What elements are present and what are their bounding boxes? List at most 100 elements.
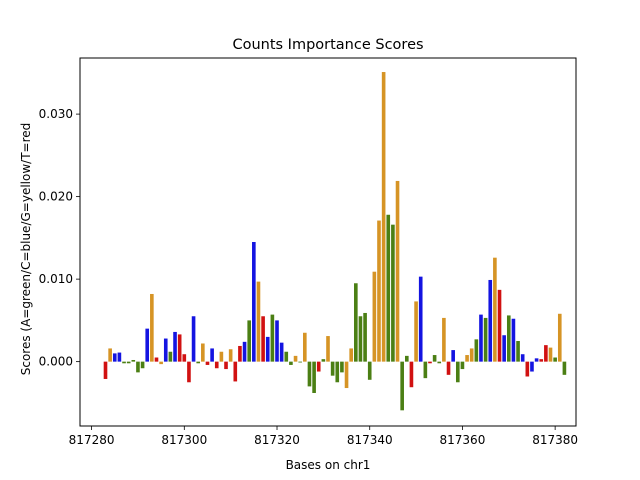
bar-817357: [446, 361, 451, 375]
bar-817306: [210, 348, 214, 362]
bar-817321: [279, 342, 284, 362]
bar-817325: [298, 361, 302, 363]
bar-817293: [150, 293, 154, 362]
bar-817299: [177, 334, 182, 362]
bar-817322: [284, 351, 289, 362]
bar-817297: [168, 351, 173, 362]
bar-817313: [242, 341, 247, 362]
bar-817376: [534, 358, 539, 362]
bar-817367: [493, 257, 497, 362]
bar-817371: [511, 318, 516, 362]
bar-817380: [553, 357, 557, 362]
bar-817338: [358, 316, 363, 362]
bar-817351: [418, 276, 423, 362]
bar-817381: [557, 313, 562, 362]
bar-817303: [196, 361, 201, 364]
bar-817339: [363, 312, 367, 362]
bar-817346: [395, 180, 400, 362]
bar-817361: [465, 355, 469, 362]
bar-817295: [159, 361, 163, 365]
bar-817319: [270, 314, 275, 362]
bar-817374: [525, 361, 530, 377]
bar-817364: [479, 314, 483, 362]
bar-817302: [191, 316, 196, 362]
bar-817291: [140, 361, 145, 369]
bar-817326: [303, 332, 307, 362]
bar-817332: [330, 361, 335, 376]
y-tick-label: 0.000: [39, 355, 73, 369]
bar-817298: [173, 331, 177, 362]
bar-817324: [293, 355, 298, 362]
bar-817308: [219, 351, 224, 362]
bar-817329: [316, 361, 321, 372]
bar-817347: [400, 361, 404, 411]
bar-817342: [377, 220, 381, 362]
bar-817379: [548, 347, 553, 362]
bar-817337: [354, 283, 358, 362]
bar-817323: [289, 361, 293, 365]
bar-817289: [131, 359, 136, 362]
bar-817359: [455, 361, 460, 383]
bar-817375: [530, 361, 534, 372]
bar-817300: [182, 354, 187, 362]
bar-817350: [414, 301, 418, 362]
bar-817365: [483, 317, 488, 362]
bar-817307: [214, 361, 219, 369]
x-tick-label: 817340: [347, 433, 393, 447]
bar-817356: [442, 317, 446, 362]
x-tick-label: 817280: [69, 433, 115, 447]
bar-817305: [205, 361, 210, 365]
bar-817366: [488, 279, 493, 362]
bar-817335: [344, 361, 349, 389]
bar-817317: [261, 316, 265, 362]
y-axis-ticks: 0.000 0.010 0.020 0.030: [39, 107, 80, 369]
bar-817382: [562, 361, 567, 375]
bar-817320: [275, 320, 279, 362]
bar-817355: [437, 361, 442, 364]
bar-817333: [335, 361, 340, 383]
bar-817301: [187, 361, 191, 383]
bar-817327: [307, 361, 312, 387]
bar-817352: [423, 361, 428, 379]
bar-817311: [233, 361, 238, 382]
y-tick-label: 0.010: [39, 272, 73, 286]
bar-817304: [201, 343, 205, 362]
bar-817369: [502, 335, 506, 362]
bar-817309: [224, 361, 228, 370]
bar-817358: [451, 350, 455, 362]
bar-817318: [265, 336, 270, 362]
bar-817360: [460, 361, 465, 370]
bar-817314: [247, 320, 252, 362]
bar-817378: [544, 345, 548, 362]
y-axis-label: Scores (A=green/C=blue/G=yellow/T=red: [19, 123, 33, 376]
bar-817363: [474, 339, 479, 362]
bar-817312: [238, 345, 242, 362]
bar-817373: [520, 354, 525, 362]
bar-817294: [154, 357, 159, 362]
bar-817368: [497, 289, 502, 362]
x-tick-label: 817320: [254, 433, 300, 447]
bar-817377: [539, 359, 544, 362]
bar-817354: [432, 355, 437, 362]
bar-817286: [117, 352, 122, 362]
bar-817330: [321, 359, 326, 362]
x-axis-label: Bases on chr1: [286, 458, 371, 472]
bar-817349: [409, 361, 414, 388]
plot-frame: [79, 57, 577, 427]
x-axis-ticks: 817280 817300 817320 817340 817360 817380: [69, 426, 578, 447]
bar-817344: [386, 214, 391, 362]
bars-group: [103, 72, 567, 411]
bar-817334: [340, 361, 344, 373]
bar-817315: [252, 242, 256, 362]
x-tick-label: 817380: [532, 433, 578, 447]
bar-817353: [428, 361, 432, 364]
bar-817372: [516, 341, 520, 362]
bar-817362: [469, 348, 474, 362]
bar-817310: [228, 349, 233, 362]
bar-817296: [163, 338, 168, 362]
bar-817331: [326, 336, 330, 362]
bar-817345: [391, 224, 395, 362]
bar-817343: [381, 72, 386, 362]
